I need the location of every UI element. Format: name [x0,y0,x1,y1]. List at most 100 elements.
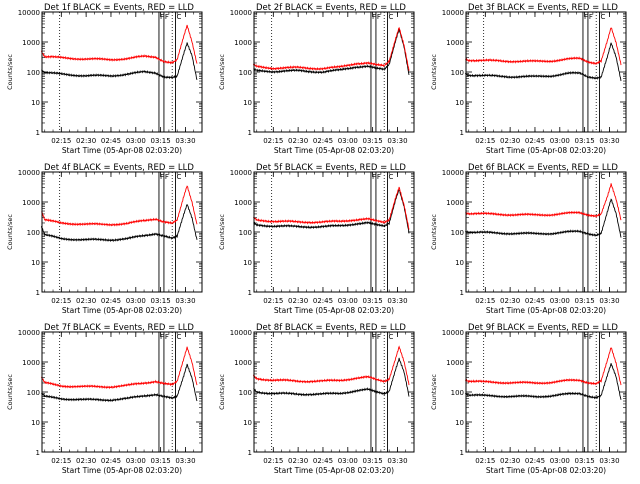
x-tick-label: 02:30 [500,297,520,305]
x-tick-label: 03:30 [599,137,619,145]
x-tick-label: 03:15 [363,297,383,305]
y-tick-label: 100 [27,69,40,77]
y-tick-label: 10 [31,99,40,107]
y-tick-label: 1 [36,289,40,297]
flag-label: C [601,173,606,181]
y-tick-label: 1 [36,449,40,457]
x-tick-label: 02:45 [313,457,333,465]
x-tick-label: 03:00 [126,457,146,465]
flag-label: C [601,13,606,21]
x-axis-label: Start Time (05-Apr-08 02:03:20) [274,146,394,155]
panel-title: Det 5f BLACK = Events, RED = LLD [256,163,406,173]
x-tick-label: 03:30 [387,137,407,145]
series-line-lld [465,183,622,221]
y-axis-label: Counts/sec [430,214,438,250]
x-tick-label: 02:15 [475,297,495,305]
series-line-events [253,189,410,234]
series-line-lld [252,345,410,386]
series-line-lld [465,27,622,66]
x-tick-label: 03:15 [575,297,595,305]
y-tick-label: 1000 [446,39,464,47]
series-line-lld [252,26,410,71]
x-tick-label: 02:15 [51,457,71,465]
flag-label: C [389,13,394,21]
series-line-events [464,363,622,400]
x-tick-label: 02:15 [475,137,495,145]
flag-label: F [372,173,376,181]
y-tick-label: 1000 [22,39,40,47]
flag-label: C [177,173,182,181]
plot-frame [253,171,415,293]
x-tick-label: 03:00 [338,457,358,465]
x-tick-label: 02:30 [288,297,308,305]
y-tick-label: 100 [239,229,252,237]
panel-det-2f: Det 2f BLACK = Events, RED = LLD Counts/s… [218,3,415,155]
plot-frame [465,171,627,293]
y-tick-label: 10 [243,419,252,427]
x-tick-label: 02:45 [101,457,121,465]
y-tick-label: 10 [455,99,464,107]
flag-label: C [389,333,394,341]
flag-label: F [160,173,164,181]
panel-det-7f: Det 7f BLACK = Events, RED = LLD Counts/s… [6,323,203,475]
y-axis-label: Counts/sec [6,374,14,410]
y-tick-label: 1000 [446,359,464,367]
y-tick-label: 10000 [442,329,464,337]
flag-label: F [372,333,376,341]
y-tick-label: 10000 [442,169,464,177]
plot-frame [465,11,627,133]
y-tick-label: 10 [455,259,464,267]
x-tick-label: 03:30 [175,297,195,305]
series-line-events [464,42,622,82]
x-axis-label: Start Time (05-Apr-08 02:03:20) [62,306,182,315]
y-tick-label: 1 [248,449,252,457]
x-tick-label: 03:15 [363,137,383,145]
x-tick-label: 03:15 [151,457,171,465]
flag-label: F [165,173,169,181]
series-line-events [41,363,198,403]
flag-label: F [377,333,381,341]
flag-label: F [589,333,593,341]
x-tick-label: 03:30 [175,137,195,145]
x-tick-label: 02:15 [51,297,71,305]
x-tick-label: 03:30 [387,457,407,465]
x-axis-label: Start Time (05-Apr-08 02:03:20) [486,466,606,475]
panel-det-8f: Det 8f BLACK = Events, RED = LLD Counts/s… [218,323,415,475]
x-tick-label: 02:45 [313,137,333,145]
x-tick-label: 02:30 [288,457,308,465]
flag-label: C [389,173,394,181]
x-axis-label: Start Time (05-Apr-08 02:03:20) [62,466,182,475]
plot-frame [253,11,415,133]
x-tick-label: 02:15 [263,297,283,305]
y-tick-label: 10000 [230,169,252,177]
flag-label: F [584,13,588,21]
y-tick-label: 100 [239,389,252,397]
plot-frame [41,171,203,293]
x-tick-label: 03:30 [175,457,195,465]
x-tick-label: 03:15 [575,137,595,145]
flag-label: C [601,333,606,341]
y-tick-label: 10 [31,259,40,267]
series-line-lld [40,24,198,65]
x-axis-label: Start Time (05-Apr-08 02:03:20) [486,306,606,315]
y-tick-label: 1 [36,129,40,137]
y-tick-label: 10000 [230,9,252,17]
panel-det-4f: Det 4f BLACK = Events, RED = LLD Counts/s… [6,163,203,315]
series-line-events [253,28,410,75]
panel-title: Det 4f BLACK = Events, RED = LLD [44,163,194,173]
panel-title: Det 1f BLACK = Events, RED = LLD [44,3,194,13]
x-tick-label: 03:30 [599,457,619,465]
y-tick-label: 100 [451,389,464,397]
y-tick-label: 1 [460,289,464,297]
y-tick-label: 1 [460,449,464,457]
flag-label: F [377,13,381,21]
x-tick-label: 03:00 [126,137,146,145]
panel-title: Det 3f BLACK = Events, RED = LLD [468,3,618,13]
x-tick-label: 03:00 [550,137,570,145]
series-line-events [41,42,198,80]
plot-frame [41,331,203,453]
y-tick-label: 1 [248,289,252,297]
x-tick-label: 03:00 [338,137,358,145]
